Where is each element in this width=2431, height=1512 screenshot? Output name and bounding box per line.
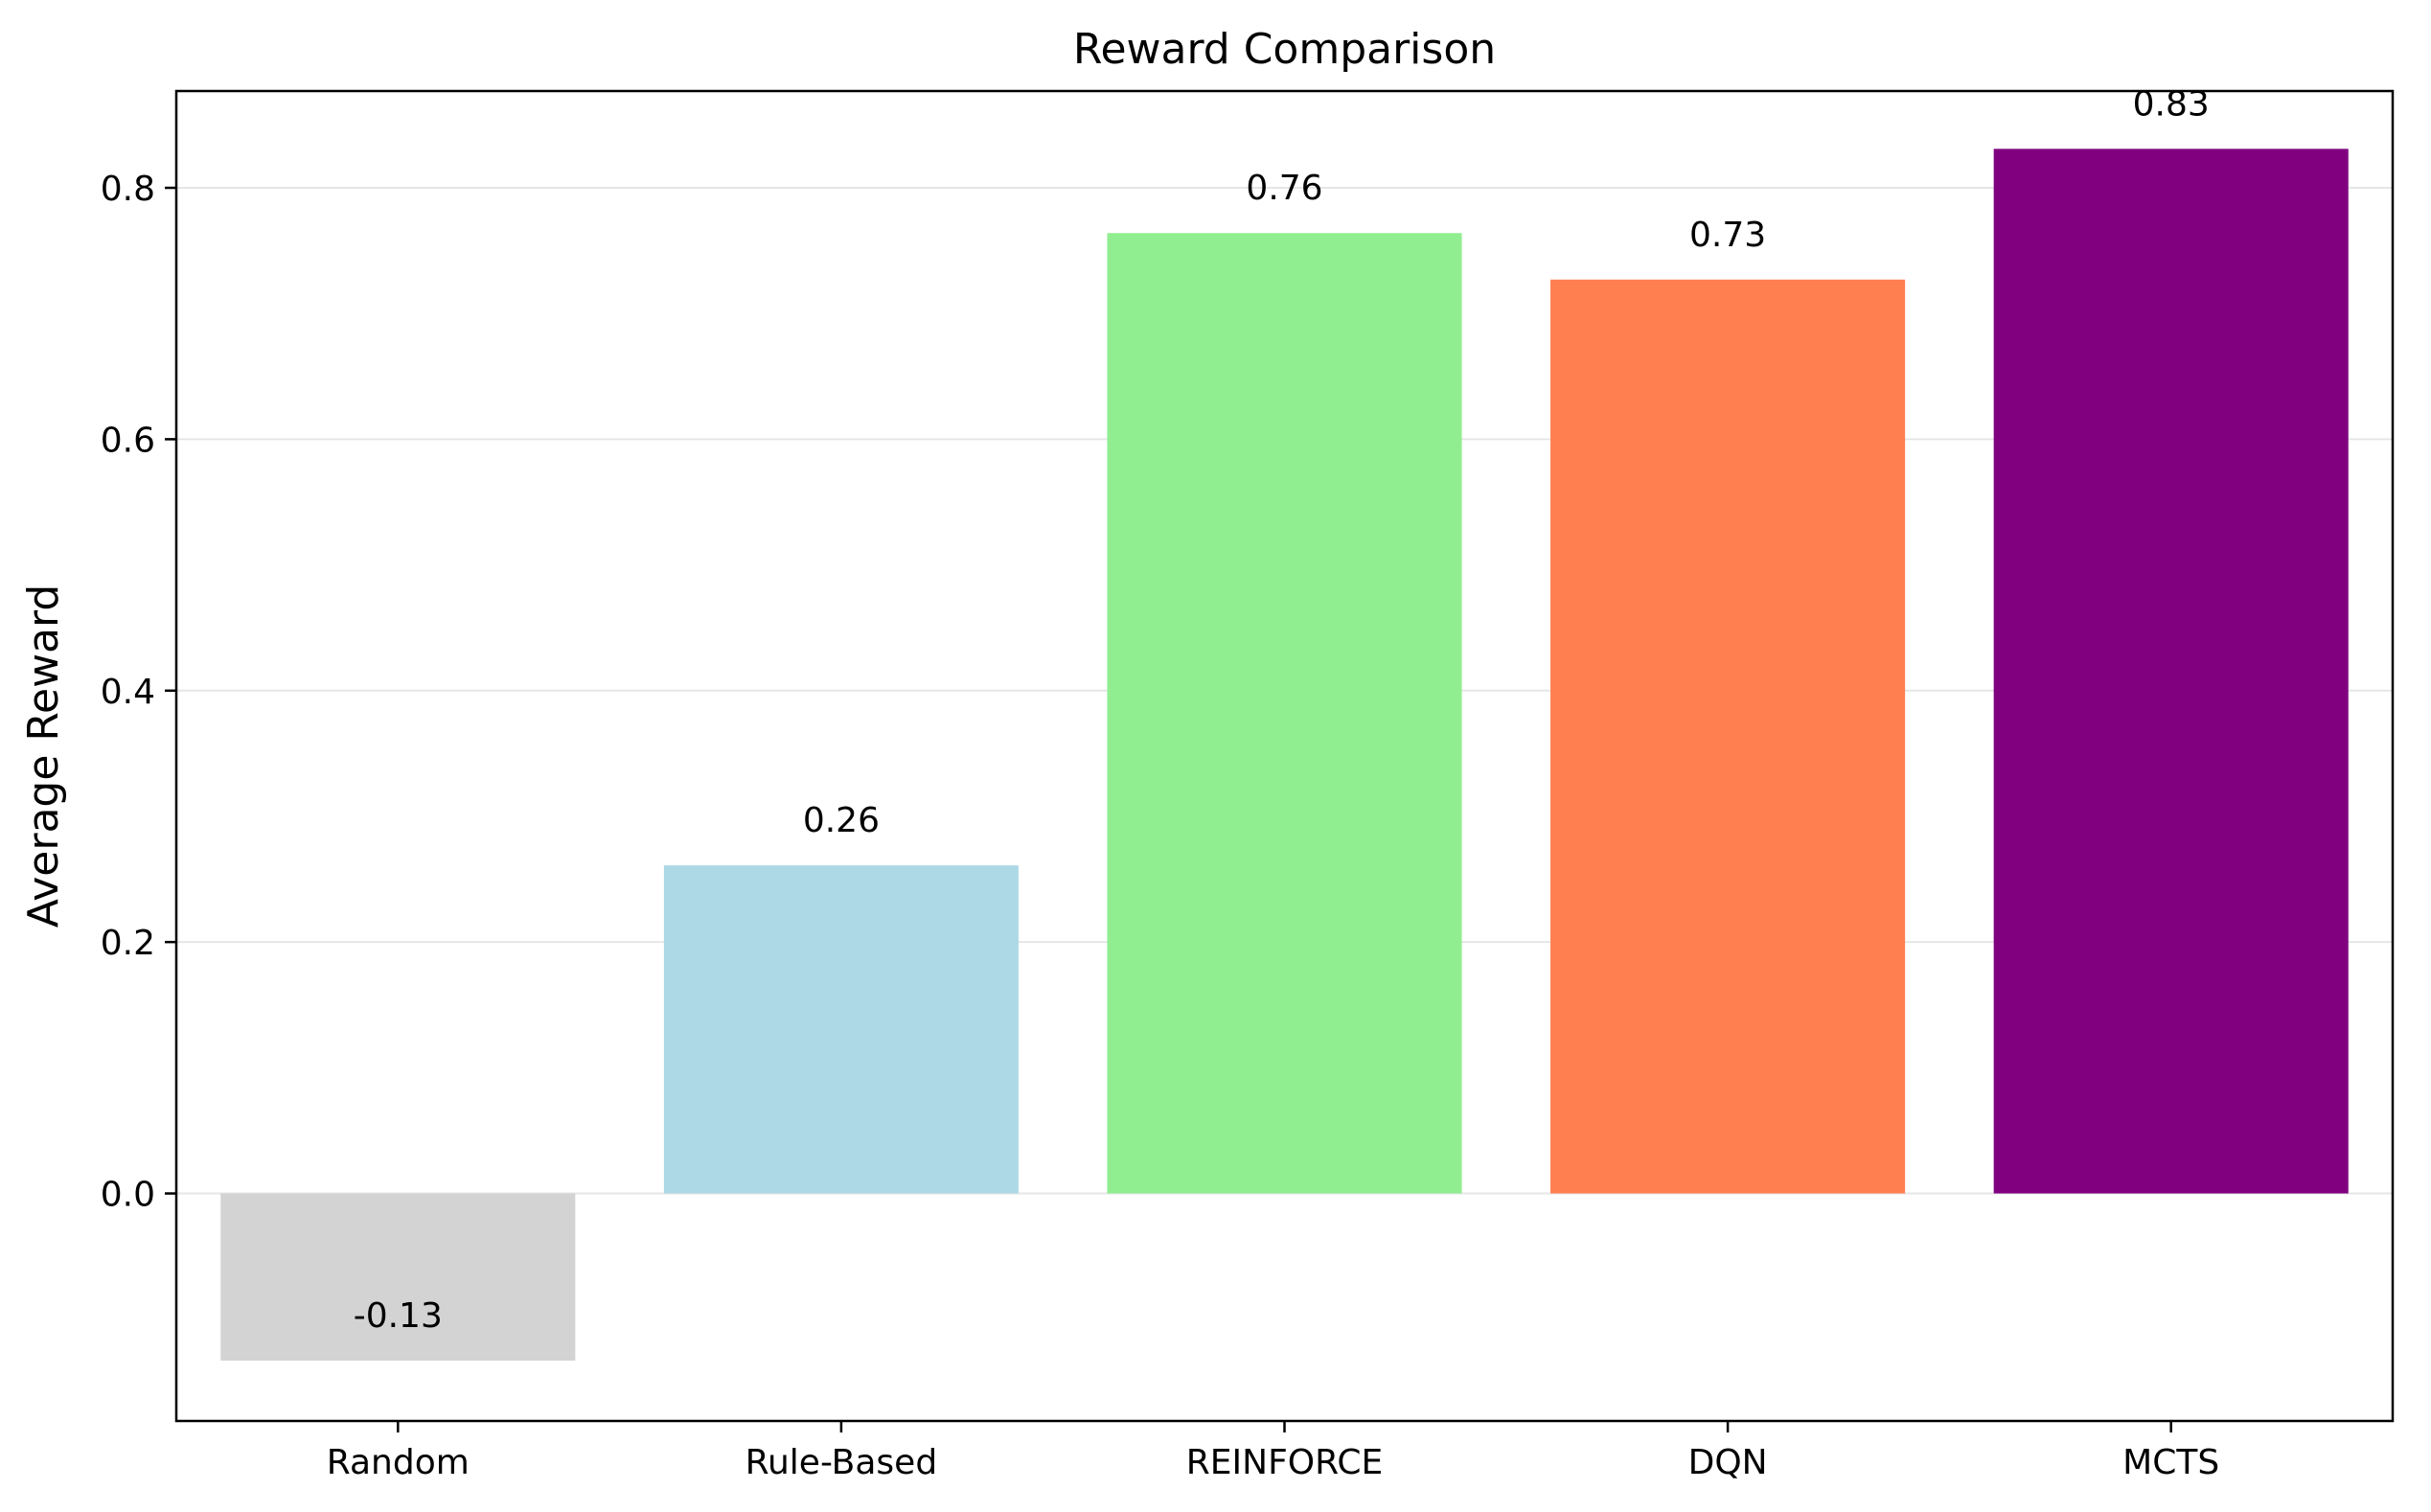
x-tick-label: Rule-Based [745,1443,938,1482]
chart-title: Reward Comparison [1073,25,1496,74]
bar-reinforce [1107,233,1462,1194]
x-tick-label: MCTS [2122,1443,2219,1482]
data-label: 0.26 [803,801,880,840]
bar-dqn [1550,279,1906,1194]
data-labels: -0.130.260.760.730.83 [354,84,2210,1336]
y-tick-label: 0.8 [101,170,155,209]
x-tick-label: Random [327,1443,470,1482]
data-label: -0.13 [354,1296,443,1336]
bar-rule-based [663,865,1019,1194]
y-tick-label: 0.6 [101,421,155,460]
y-tick-label: 0.0 [101,1176,155,1215]
bar-mcts [1993,149,2349,1194]
x-tick-label: REINFORCE [1186,1443,1383,1482]
bars [220,149,2349,1362]
y-axis-label: Average Reward [19,584,68,928]
y-axis-ticks: 0.0 0.2 0.4 0.6 0.8 [101,170,176,1215]
data-label: 0.73 [1689,216,1766,255]
bar-random [220,1193,576,1362]
x-tick-label: DQN [1688,1443,1768,1482]
data-label: 0.76 [1246,169,1322,208]
x-axis-ticks: Random Rule-Based REINFORCE DQN MCTS [327,1421,2219,1482]
y-tick-label: 0.2 [101,924,155,963]
y-tick-label: 0.4 [101,673,155,712]
